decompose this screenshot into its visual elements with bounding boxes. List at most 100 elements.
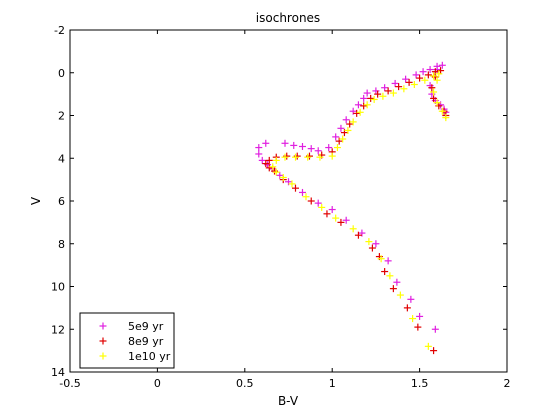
data-point bbox=[318, 203, 326, 211]
data-point bbox=[419, 68, 427, 76]
data-point bbox=[416, 74, 424, 82]
data-point bbox=[328, 152, 336, 160]
data-point bbox=[433, 76, 441, 84]
y-tick-label: -2 bbox=[54, 24, 65, 37]
data-point bbox=[384, 87, 392, 95]
data-point bbox=[354, 101, 362, 109]
data-point bbox=[342, 216, 350, 224]
data-point bbox=[431, 73, 439, 81]
chart-title: isochrones bbox=[256, 11, 320, 25]
data-point bbox=[279, 173, 287, 181]
data-point bbox=[281, 139, 289, 147]
data-point bbox=[262, 139, 270, 147]
data-point bbox=[349, 225, 357, 233]
data-point bbox=[304, 153, 312, 161]
data-point bbox=[272, 168, 280, 176]
legend-box bbox=[79, 312, 175, 369]
data-point bbox=[328, 206, 336, 214]
data-point bbox=[379, 92, 387, 100]
data-point bbox=[353, 109, 361, 117]
data-point bbox=[421, 76, 429, 84]
legend-label: 5e9 yr bbox=[128, 320, 164, 333]
data-point bbox=[360, 102, 368, 110]
data-point bbox=[337, 124, 345, 132]
data-point bbox=[430, 94, 438, 102]
data-point bbox=[255, 144, 263, 152]
x-tick-label: 1.5 bbox=[411, 377, 429, 390]
data-point bbox=[283, 152, 291, 160]
data-point bbox=[332, 214, 340, 222]
legend-label: 1e10 yr bbox=[128, 350, 171, 363]
data-point bbox=[288, 180, 296, 188]
data-point bbox=[298, 188, 306, 196]
data-point bbox=[391, 79, 399, 87]
data-point bbox=[400, 85, 408, 93]
series-2 bbox=[269, 70, 450, 350]
data-point bbox=[360, 94, 368, 102]
legend-label: 8e9 yr bbox=[128, 335, 164, 348]
data-point bbox=[323, 210, 331, 218]
data-point bbox=[372, 240, 380, 248]
data-point bbox=[426, 66, 434, 74]
data-point bbox=[370, 95, 378, 103]
data-point bbox=[389, 285, 397, 293]
data-point bbox=[374, 90, 382, 98]
y-tick-label: 8 bbox=[58, 238, 65, 251]
data-point bbox=[396, 291, 404, 299]
data-point bbox=[430, 347, 438, 355]
data-point bbox=[262, 160, 270, 168]
data-point bbox=[367, 94, 375, 102]
data-point bbox=[438, 107, 446, 115]
data-point bbox=[424, 342, 432, 350]
data-point bbox=[363, 101, 371, 109]
y-axis-label: V bbox=[29, 196, 43, 205]
data-point bbox=[332, 133, 340, 141]
data-point bbox=[258, 156, 266, 164]
data-point bbox=[430, 72, 438, 80]
data-point bbox=[265, 164, 273, 172]
data-point bbox=[363, 89, 371, 97]
data-point bbox=[314, 147, 322, 155]
y-tick-label: 0 bbox=[58, 67, 65, 80]
data-point bbox=[430, 88, 438, 96]
data-point bbox=[409, 315, 417, 323]
data-point bbox=[437, 67, 445, 75]
data-point bbox=[290, 141, 298, 149]
data-point bbox=[412, 71, 420, 79]
data-point bbox=[356, 108, 364, 116]
data-point bbox=[344, 126, 352, 134]
data-point bbox=[325, 144, 333, 152]
legend-marker bbox=[99, 322, 107, 330]
legend: 5e9 yr 8e9 yr 1e10 yr bbox=[79, 312, 175, 369]
data-point bbox=[405, 78, 413, 86]
data-point bbox=[433, 99, 441, 107]
y-tick-label: 4 bbox=[58, 152, 65, 165]
data-point bbox=[333, 144, 341, 152]
x-tick-label: 1 bbox=[329, 377, 336, 390]
data-point bbox=[381, 84, 389, 92]
legend-marker bbox=[99, 337, 107, 345]
data-point bbox=[384, 257, 392, 265]
y-tick-label: 14 bbox=[51, 366, 65, 379]
data-point bbox=[316, 153, 324, 161]
data-point bbox=[435, 70, 443, 78]
data-point bbox=[291, 153, 299, 161]
data-point bbox=[305, 152, 313, 160]
y-tick-label: 2 bbox=[58, 110, 65, 123]
data-point bbox=[337, 218, 345, 226]
data-point bbox=[381, 268, 389, 276]
data-point bbox=[416, 312, 424, 320]
legend-marker bbox=[99, 352, 107, 360]
data-point bbox=[377, 255, 385, 263]
data-point bbox=[431, 325, 439, 333]
plot-series-group bbox=[255, 61, 450, 355]
data-point bbox=[389, 89, 397, 97]
y-tick-label: 6 bbox=[58, 195, 65, 208]
data-point bbox=[407, 295, 415, 303]
data-point bbox=[281, 153, 289, 161]
data-point bbox=[298, 142, 306, 150]
data-point bbox=[354, 231, 362, 239]
data-point bbox=[349, 118, 357, 126]
x-tick-label: 2 bbox=[504, 377, 511, 390]
